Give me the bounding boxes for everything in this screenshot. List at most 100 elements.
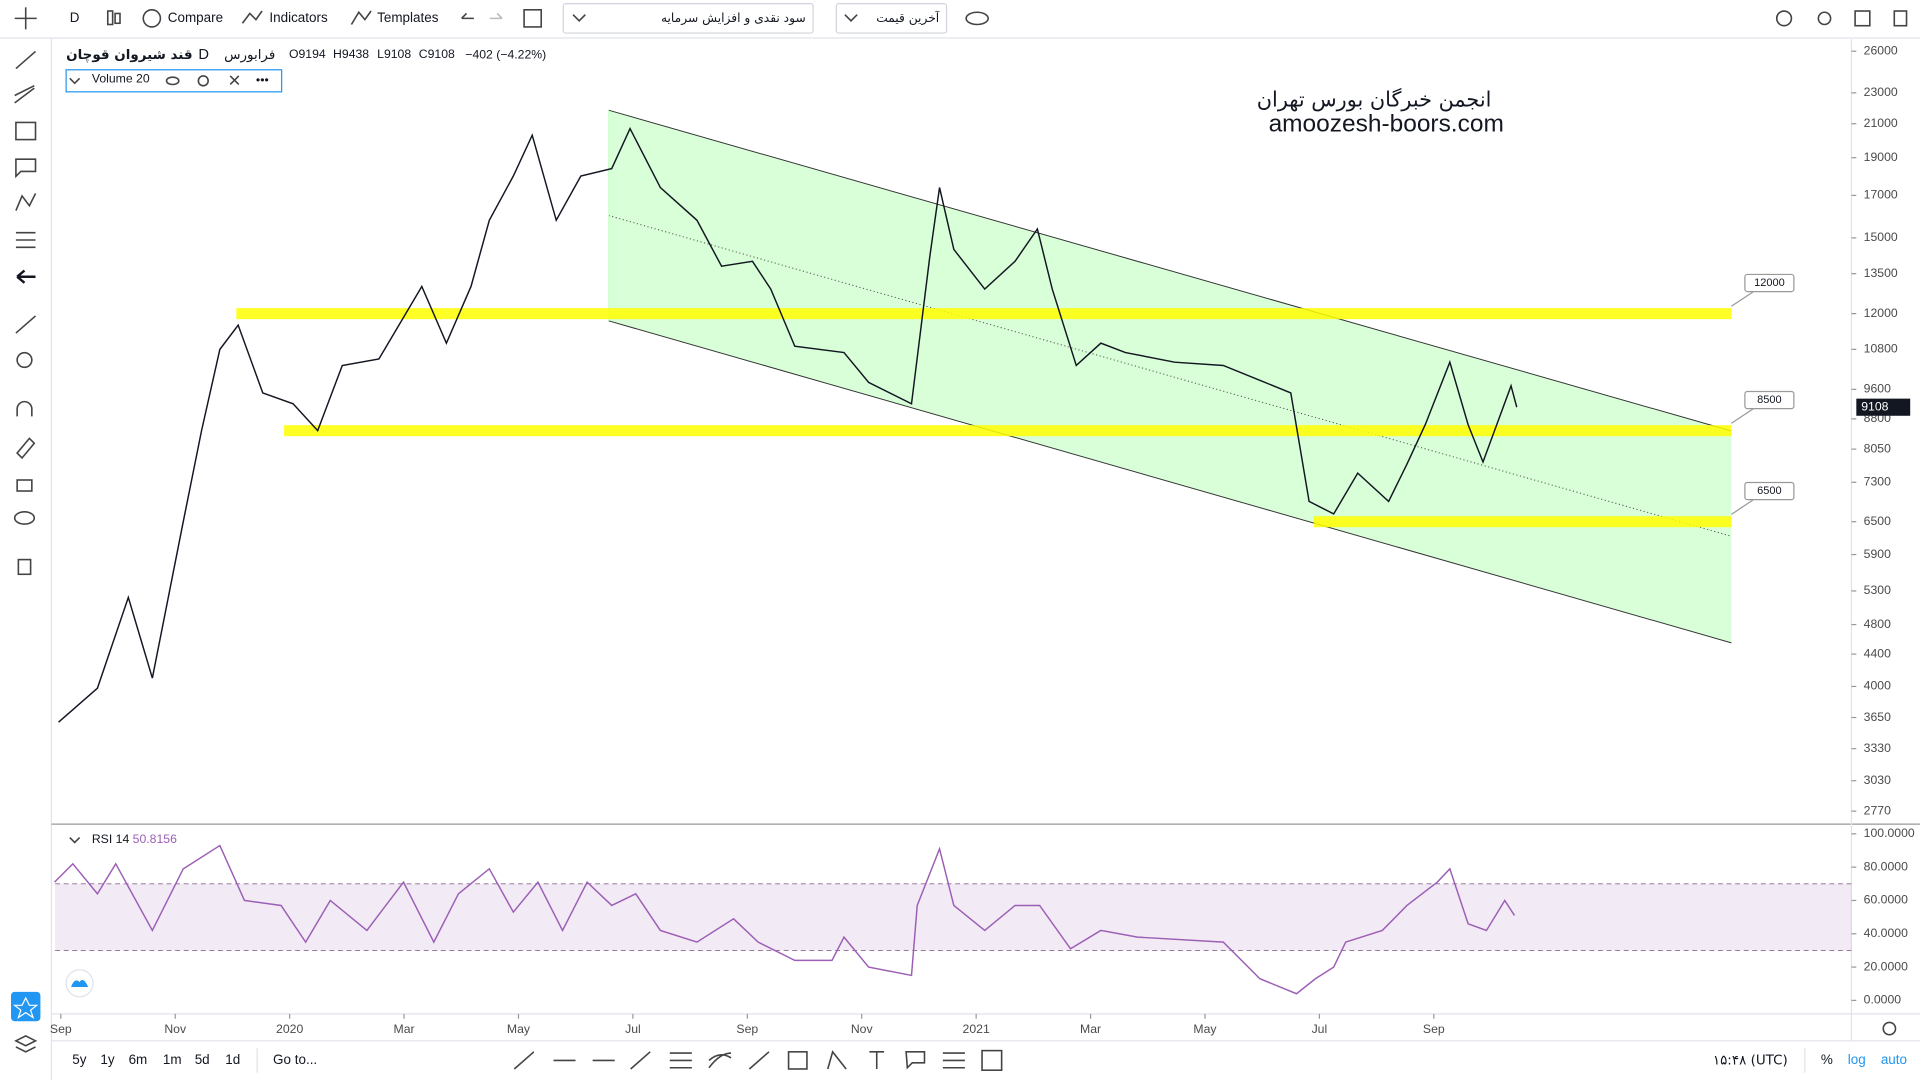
shape-tool[interactable] bbox=[15, 121, 37, 141]
volume-legend-box[interactable] bbox=[65, 69, 283, 93]
indicators-button[interactable]: Indicators bbox=[269, 10, 328, 25]
x-tick-label: Mar bbox=[1080, 1022, 1101, 1036]
settings-button[interactable] bbox=[1775, 10, 1793, 27]
level-callout bbox=[1744, 481, 1795, 501]
series-line bbox=[54, 844, 1516, 995]
visibility-tool[interactable] bbox=[13, 511, 36, 525]
fullscreen-button[interactable] bbox=[523, 9, 543, 28]
compare-button[interactable]: Compare bbox=[168, 10, 223, 25]
level-label: 12000 bbox=[1754, 277, 1785, 289]
range-button[interactable]: 1m bbox=[163, 1052, 182, 1067]
level-callout-pointer bbox=[1731, 499, 1754, 515]
symbol-exchange: فرابورس bbox=[224, 48, 275, 63]
tool-icon[interactable] bbox=[787, 1051, 808, 1070]
x-tick-label: Nov bbox=[851, 1022, 874, 1036]
candle-type-icon[interactable] bbox=[106, 10, 121, 26]
pattern-tool[interactable] bbox=[15, 193, 37, 211]
undo-button[interactable] bbox=[461, 12, 474, 20]
collapse-arrow[interactable] bbox=[69, 77, 81, 85]
y-tick-label: 19000 bbox=[1864, 150, 1898, 164]
rsi-band bbox=[55, 883, 1852, 951]
layers-button[interactable] bbox=[14, 1035, 38, 1053]
trendline-tool[interactable] bbox=[15, 50, 37, 70]
price-type-dropdown[interactable] bbox=[835, 3, 948, 34]
watchlist-button[interactable] bbox=[11, 991, 41, 1022]
tool-icon[interactable] bbox=[905, 1051, 926, 1070]
volume-hide[interactable] bbox=[165, 76, 180, 86]
ohlc-value: 9108 bbox=[384, 47, 411, 61]
delete-button[interactable] bbox=[1893, 10, 1908, 27]
clock: ۱۵:۴۸ (UTC) bbox=[1713, 1053, 1788, 1068]
goto-button[interactable]: Go to... bbox=[273, 1052, 317, 1067]
compare-icon[interactable] bbox=[142, 9, 162, 28]
level-callout-pointer bbox=[1731, 291, 1754, 307]
volume-settings[interactable] bbox=[197, 75, 209, 87]
range-button[interactable]: 1d bbox=[225, 1052, 240, 1067]
crosshair-icon[interactable] bbox=[14, 7, 37, 30]
text-tool[interactable] bbox=[15, 158, 37, 179]
y-tick-label: 9600 bbox=[1864, 382, 1891, 396]
log-toggle[interactable]: log bbox=[1848, 1052, 1866, 1067]
tool-icon[interactable] bbox=[669, 1052, 692, 1069]
time-axis-settings[interactable] bbox=[1882, 1021, 1897, 1036]
tool-icon[interactable] bbox=[513, 1051, 535, 1070]
prediction-tool[interactable] bbox=[15, 231, 36, 249]
tool-icon[interactable] bbox=[869, 1051, 885, 1069]
y-tick-label: 20.0000 bbox=[1864, 959, 1908, 973]
collapse-arrow[interactable] bbox=[69, 836, 81, 844]
y-tick-label: 0.0000 bbox=[1864, 993, 1902, 1007]
indicators-icon[interactable] bbox=[241, 10, 263, 24]
x-tick-label: Jul bbox=[625, 1022, 641, 1036]
ohlc-open: O9194 bbox=[289, 47, 326, 61]
interval-button[interactable]: D bbox=[70, 10, 80, 25]
level-callout-pointer bbox=[1731, 408, 1754, 424]
channel-lower bbox=[608, 320, 1732, 644]
ohlc-low: L9108 bbox=[377, 47, 411, 61]
zoom-tool[interactable] bbox=[16, 351, 33, 369]
channel-fill bbox=[608, 110, 1732, 643]
templates-icon[interactable] bbox=[350, 10, 372, 25]
lock-drawing-tool[interactable] bbox=[16, 437, 36, 460]
ohlc-value: 9194 bbox=[299, 47, 326, 61]
tool-icon[interactable] bbox=[826, 1050, 847, 1070]
magnet-tool[interactable] bbox=[16, 400, 33, 417]
tool-icon[interactable] bbox=[708, 1052, 732, 1069]
auto-toggle[interactable]: auto bbox=[1881, 1052, 1907, 1067]
redo-button[interactable] bbox=[489, 12, 503, 20]
remove-tool[interactable] bbox=[17, 558, 32, 576]
y-tick-label: 13500 bbox=[1864, 266, 1898, 280]
visibility-button[interactable] bbox=[965, 11, 989, 26]
tool-icon[interactable] bbox=[630, 1051, 651, 1070]
measure-tool[interactable] bbox=[15, 315, 37, 334]
range-button[interactable]: 1y bbox=[100, 1052, 114, 1067]
lock-tool[interactable] bbox=[16, 479, 33, 492]
tool-icon[interactable] bbox=[942, 1052, 965, 1069]
hide-toolbar[interactable] bbox=[16, 269, 36, 284]
percent-toggle[interactable]: % bbox=[1821, 1052, 1833, 1067]
range-button[interactable]: 6m bbox=[129, 1052, 148, 1067]
snapshot-button[interactable] bbox=[1854, 10, 1871, 27]
y-tick-label: 4400 bbox=[1864, 646, 1891, 660]
tool-icon[interactable] bbox=[981, 1049, 1003, 1072]
range-button[interactable]: 5d bbox=[195, 1052, 210, 1067]
x-tick-label: Mar bbox=[394, 1022, 415, 1036]
dividends-dropdown[interactable] bbox=[562, 3, 814, 34]
templates-button[interactable]: Templates bbox=[377, 10, 439, 25]
y-tick-label: 4000 bbox=[1864, 679, 1891, 693]
dividends-label: سود نقدی و افزایش سرمایه bbox=[661, 11, 806, 26]
volume-more[interactable]: ••• bbox=[256, 73, 269, 87]
level-line bbox=[1313, 516, 1732, 528]
watermark-url: amoozesh-boors.com bbox=[1269, 110, 1504, 137]
fib-tool[interactable] bbox=[14, 85, 35, 104]
volume-title: Volume bbox=[92, 72, 133, 86]
tool-icon[interactable] bbox=[748, 1051, 770, 1070]
share-button[interactable] bbox=[1817, 11, 1832, 26]
volume-remove[interactable] bbox=[229, 75, 240, 86]
watermark-title: انجمن خبرگان بورس تهران bbox=[1257, 87, 1492, 111]
price-change: −402 (−4.22%) bbox=[465, 47, 546, 61]
y-tick-label: 21000 bbox=[1864, 116, 1898, 130]
series-line bbox=[58, 126, 1518, 723]
range-button[interactable]: 5y bbox=[72, 1052, 86, 1067]
drawing-toolbar bbox=[513, 1049, 1003, 1072]
